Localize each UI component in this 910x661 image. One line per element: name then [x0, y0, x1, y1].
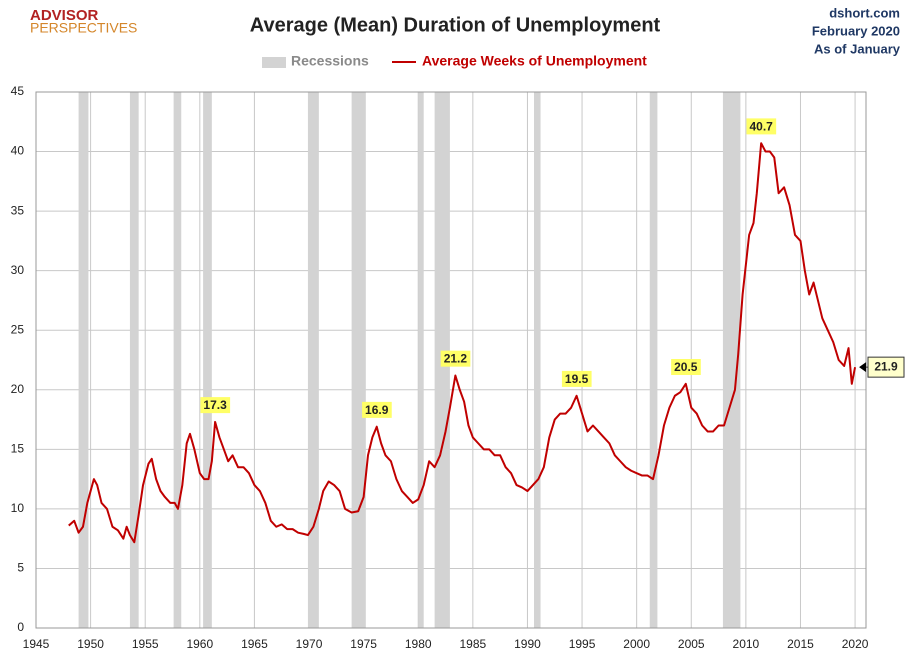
- x-tick-label: 1970: [296, 637, 323, 651]
- annotation-label: 20.5: [674, 360, 698, 374]
- legend-label: Average Weeks of Unemployment: [422, 53, 647, 69]
- y-tick-label: 30: [11, 263, 25, 277]
- recession-band: [418, 92, 424, 628]
- source-note: February 2020: [812, 23, 900, 38]
- annotation-box: [440, 350, 471, 367]
- y-tick-label: 40: [11, 144, 25, 158]
- x-tick-label: 1960: [186, 637, 213, 651]
- y-tick-label: 0: [17, 620, 24, 634]
- last-value-label: 21.9: [874, 359, 898, 373]
- y-tick-label: 35: [11, 203, 25, 217]
- x-tick-label: 1990: [514, 637, 541, 651]
- x-tick-label: 2015: [787, 637, 814, 651]
- recession-band: [203, 92, 212, 628]
- y-tick-label: 45: [11, 84, 25, 98]
- y-tick-label: 20: [11, 382, 25, 396]
- x-tick-label: 1985: [459, 637, 486, 651]
- x-tick-label: 2000: [623, 637, 650, 651]
- recession-band: [649, 92, 658, 628]
- recession-band: [722, 92, 741, 628]
- annotation-label: 21.2: [444, 352, 468, 366]
- y-tick-label: 15: [11, 442, 25, 456]
- legend-label: Recessions: [291, 53, 369, 69]
- annotation-label: 19.5: [565, 372, 589, 386]
- plot-border: [35, 91, 867, 629]
- annotation-box: [561, 370, 592, 387]
- x-tick-label: 2010: [733, 637, 760, 651]
- y-tick-label: 5: [17, 561, 24, 575]
- recession-band: [351, 92, 366, 628]
- source-note: dshort.com: [829, 5, 900, 20]
- data-line: [68, 142, 857, 544]
- x-tick-label: 1980: [405, 637, 432, 651]
- annotation-box: [746, 118, 777, 135]
- logo-top: ADVISOR: [30, 7, 99, 24]
- logo-bottom: PERSPECTIVES: [30, 20, 137, 36]
- y-tick-label: 10: [11, 501, 25, 515]
- x-tick-label: 2005: [678, 637, 705, 651]
- x-tick-label: 1945: [23, 637, 50, 651]
- annotation-label: 17.3: [203, 398, 227, 412]
- annotation-label: 40.7: [749, 119, 773, 133]
- x-tick-label: 1955: [132, 637, 159, 651]
- x-tick-label: 1965: [241, 637, 268, 651]
- recession-band: [129, 92, 139, 628]
- recession-band: [78, 92, 89, 628]
- x-tick-label: 1950: [77, 637, 104, 651]
- x-tick-label: 2020: [842, 637, 869, 651]
- recession-band: [307, 92, 319, 628]
- x-tick-label: 1995: [569, 637, 596, 651]
- legend-swatch: [262, 57, 286, 68]
- chart-title: Average (Mean) Duration of Unemployment: [250, 14, 661, 36]
- source-note: As of January: [814, 41, 901, 56]
- recession-band: [173, 92, 182, 628]
- annotation-box: [671, 358, 701, 375]
- annotation-box: [362, 401, 392, 418]
- recession-band: [534, 92, 541, 628]
- annotation-label: 16.9: [365, 403, 389, 417]
- y-tick-label: 25: [11, 322, 25, 336]
- x-tick-label: 1975: [350, 637, 377, 651]
- last-value-arrow: [859, 362, 867, 373]
- annotation-box: [200, 397, 231, 414]
